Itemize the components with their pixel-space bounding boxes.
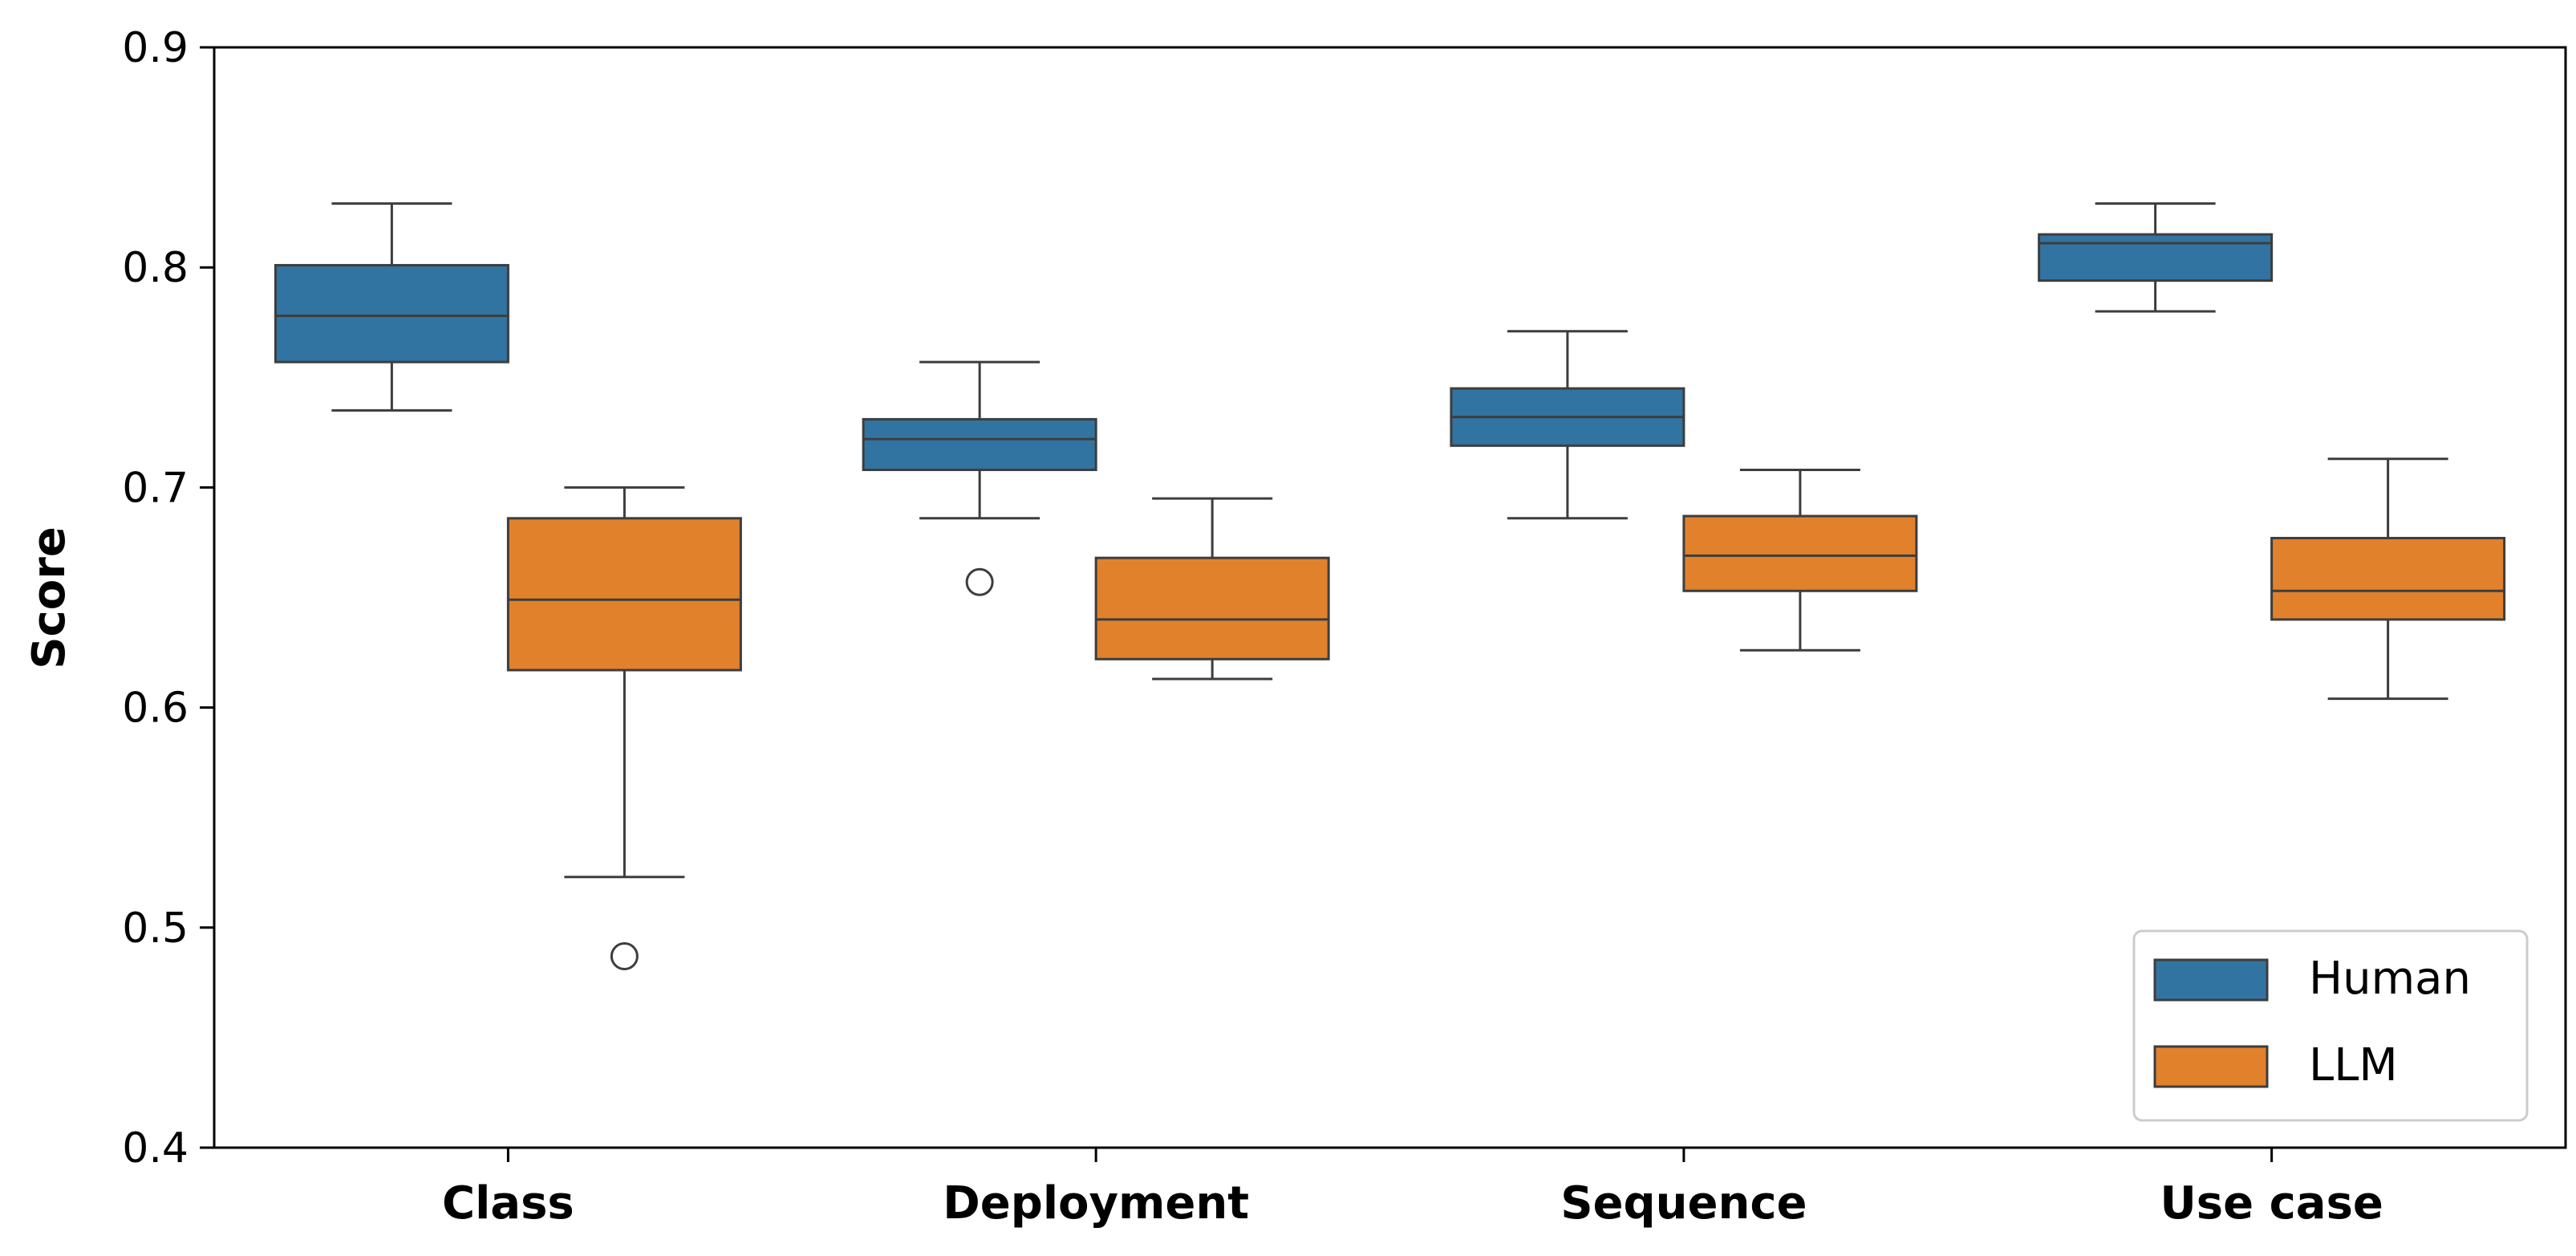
- box-body: [2038, 233, 2274, 282]
- legend: Human LLM: [2132, 929, 2529, 1122]
- box-body: [2270, 536, 2506, 621]
- y-tick-label: 0.6: [122, 685, 189, 733]
- x-axis: Class Deployment Sequence Use case: [442, 1148, 2383, 1230]
- box-llm-sequence: [1682, 468, 1918, 652]
- box-body: [274, 263, 509, 364]
- outlier-point: [610, 941, 639, 970]
- legend-label-human: Human: [2309, 953, 2471, 1005]
- outlier-point: [965, 567, 994, 596]
- box-body: [506, 517, 742, 672]
- x-tick-label: Class: [442, 1177, 574, 1230]
- box-body: [1682, 514, 1918, 592]
- box-human-deployment: [862, 360, 1097, 596]
- x-tick-label: Sequence: [1560, 1177, 1807, 1230]
- legend-swatch-llm: [2153, 1045, 2269, 1088]
- x-tick-label: Deployment: [943, 1177, 1249, 1230]
- y-axis: 0.4 0.5 0.6 0.7 0.8 0.9: [122, 24, 214, 1173]
- plot-frame: [213, 46, 2567, 1149]
- box-body: [1094, 556, 1330, 661]
- y-tick-label: 0.5: [122, 904, 189, 953]
- x-tick-label: Use case: [2160, 1177, 2383, 1230]
- box-llm-deployment: [1094, 497, 1330, 681]
- box-human-class: [274, 202, 509, 412]
- y-axis-label: Score: [23, 526, 75, 669]
- y-tick-label: 0.8: [122, 244, 189, 292]
- boxes-layer: [274, 202, 2506, 970]
- box-body: [862, 417, 1097, 471]
- legend-swatch-human: [2153, 958, 2269, 1002]
- box-human-use-case: [2038, 202, 2274, 313]
- legend-label-llm: LLM: [2309, 1039, 2398, 1091]
- box-llm-class: [506, 486, 742, 970]
- box-llm-use-case: [2270, 457, 2506, 701]
- y-tick-label: 0.7: [122, 464, 189, 512]
- y-tick-label: 0.9: [122, 24, 189, 72]
- box-human-sequence: [1450, 330, 1686, 520]
- y-tick-label: 0.4: [122, 1124, 189, 1173]
